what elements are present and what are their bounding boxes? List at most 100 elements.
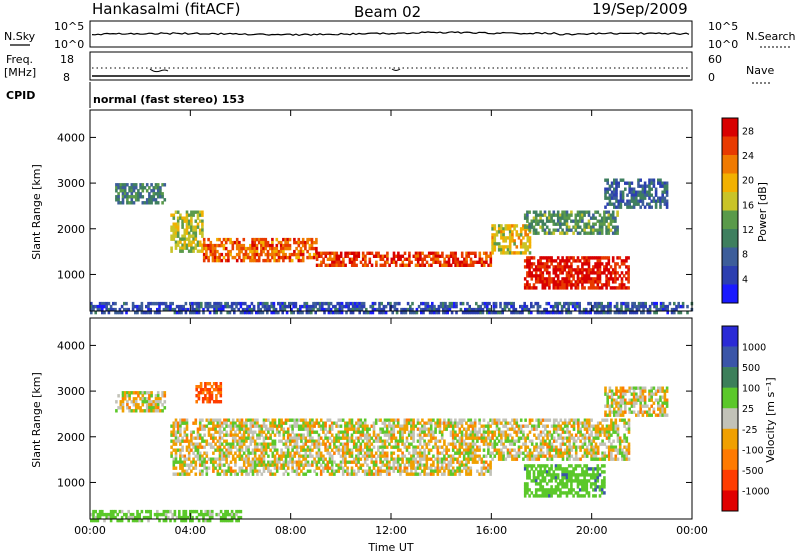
power-cell-f4 xyxy=(493,224,497,228)
velocity-cell-f3 xyxy=(623,418,626,422)
velocity-cell-f2 xyxy=(219,385,223,389)
velocity-cell-f1 xyxy=(346,451,349,455)
power-cell-f7 xyxy=(632,199,636,203)
power-cell-f4 xyxy=(500,248,503,252)
velocity-cell-f3 xyxy=(568,454,571,458)
velocity-cell-f1 xyxy=(333,436,336,440)
power-cell-f8 xyxy=(303,301,306,306)
velocity-cell-f1 xyxy=(262,430,266,434)
velocity-cell-f1 xyxy=(440,445,444,449)
power-cell-f8 xyxy=(140,310,144,315)
velocity-cell-f1 xyxy=(187,448,191,452)
power-cell-f0 xyxy=(115,189,118,193)
velocity-cell-f3 xyxy=(618,439,622,443)
power-cell-f8 xyxy=(279,307,282,312)
power-cell-f6 xyxy=(563,213,567,217)
power-cell-f7 xyxy=(657,181,660,185)
power-cell-f5 xyxy=(528,271,531,275)
velocity-cell-f1 xyxy=(335,445,338,449)
power-cell-f8 xyxy=(294,301,298,306)
velocity-cell-f1 xyxy=(170,424,173,428)
power-cell-f2 xyxy=(227,255,230,260)
power-cell-f5 xyxy=(592,265,595,269)
power-cell-f2 xyxy=(293,249,296,254)
power-cell-f2 xyxy=(277,240,281,245)
power-cell-f5 xyxy=(534,271,538,275)
power-cell-f2 xyxy=(231,243,235,248)
velocity-cell-f3 xyxy=(491,418,494,422)
power-cell-f8 xyxy=(202,310,205,315)
velocity-cell-f1 xyxy=(258,433,261,437)
power-cell-f1 xyxy=(179,213,182,217)
power-cell-f7 xyxy=(615,184,618,188)
velocity-cell-f1 xyxy=(249,436,253,440)
velocity-cell-f1 xyxy=(291,427,294,431)
power-cell-f8 xyxy=(125,307,128,312)
velocity-cell-f3 xyxy=(491,457,494,461)
power-cell-f8 xyxy=(635,310,639,315)
velocity-cell-f1 xyxy=(366,433,369,437)
velocity-cell-f1 xyxy=(357,469,360,473)
power-cell-f8 xyxy=(637,301,641,306)
velocity-cell-f1 xyxy=(311,424,314,428)
power-cell-f7 xyxy=(648,184,651,188)
velocity-cell-f1 xyxy=(374,421,378,425)
velocity-cell-f2 xyxy=(206,388,209,392)
velocity-cell-f1 xyxy=(425,454,429,458)
velocity-cell-f3 xyxy=(533,424,536,428)
power-cell-f3 xyxy=(377,251,380,255)
power-cell-f1 xyxy=(196,225,200,229)
velocity-cell-f4 xyxy=(532,470,536,474)
power-cell-f8 xyxy=(378,301,381,306)
velocity-cell-f1 xyxy=(403,442,407,446)
power-cell-f7 xyxy=(606,181,609,185)
velocity-cell-f3 xyxy=(568,457,571,461)
power-cell-f8 xyxy=(224,301,227,306)
velocity-cell-f1 xyxy=(209,418,213,422)
power-cell-f8 xyxy=(195,304,199,309)
velocity-cell-f1 xyxy=(407,421,411,425)
velocity-cell-f1 xyxy=(390,445,393,449)
velocity-cell-f1 xyxy=(432,469,435,473)
velocity-cell-f1 xyxy=(482,472,486,476)
power-cell-f8 xyxy=(277,301,280,306)
power-cell-f8 xyxy=(435,307,438,312)
power-cell-f8 xyxy=(565,310,568,315)
power-cell-f8 xyxy=(585,307,588,312)
velocity-cell-f2 xyxy=(199,391,203,395)
velocity-cell-f1 xyxy=(341,442,345,446)
power-cell-f8 xyxy=(466,307,469,312)
power-cell-f8 xyxy=(272,304,276,309)
velocity-cell-f1 xyxy=(218,436,222,440)
power-cell-f8 xyxy=(347,301,350,306)
velocity-cell-f1 xyxy=(216,469,220,473)
velocity-cell-f1 xyxy=(467,424,470,428)
velocity-cell-f1 xyxy=(315,430,319,434)
power-cell-f2 xyxy=(213,249,217,254)
velocity-cell-f1 xyxy=(425,427,429,431)
velocity-cell-f1 xyxy=(379,451,382,455)
velocity-cell-f1 xyxy=(480,472,484,476)
velocity-cell-f1 xyxy=(421,436,424,440)
power-cell-f6 xyxy=(528,222,531,226)
velocity-cell-f1 xyxy=(480,460,484,464)
velocity-cell-f0 xyxy=(163,400,167,404)
velocity-cell-f1 xyxy=(390,457,393,461)
power-cell-f8 xyxy=(578,301,581,306)
power-cell-f0 xyxy=(121,198,125,202)
power-cell-f1 xyxy=(201,234,204,238)
power-cell-f8 xyxy=(659,301,663,306)
power-cell-f3 xyxy=(408,251,411,255)
velocity-cell-f1 xyxy=(348,421,352,425)
power-cell-f4 xyxy=(506,245,510,249)
power-cell-f3 xyxy=(482,260,486,264)
velocity-cell-f1 xyxy=(412,454,415,458)
velocity-cell-f1 xyxy=(337,466,341,470)
velocity-cell-f1 xyxy=(192,442,195,446)
velocity-cell-f1 xyxy=(346,448,349,452)
power-cell-f5 xyxy=(545,268,549,272)
power-cell-f8 xyxy=(373,301,377,306)
velocity-cell-f3 xyxy=(528,454,532,458)
velocity-cell-f3 xyxy=(581,421,585,425)
power-cell-f8 xyxy=(310,310,313,315)
